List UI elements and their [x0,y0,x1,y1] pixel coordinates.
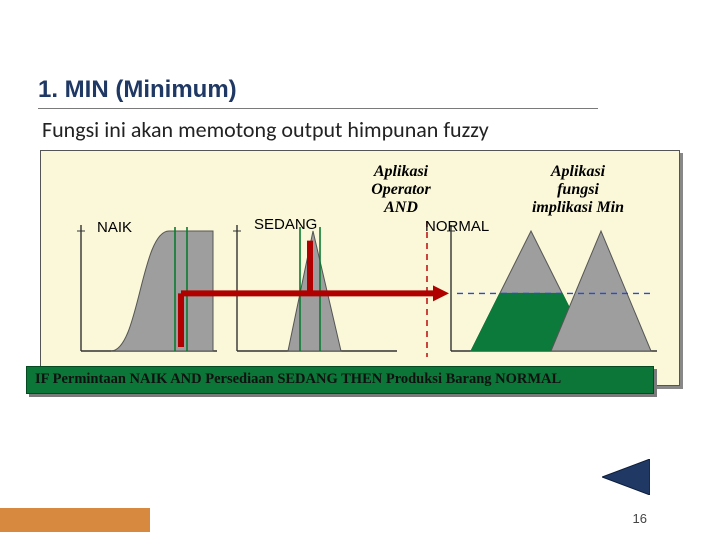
diagram-panel: NAIK SEDANG NORMAL Aplikasi Operator AND… [40,150,680,386]
label-normal: NORMAL [425,218,489,235]
page-number: 16 [633,511,647,526]
label-sedang: SEDANG [254,216,317,233]
box1-l3: AND [384,199,418,216]
label-aplikasi-implikasi-min: Aplikasi fungsi implikasi Min [503,163,653,217]
slide-title: 1. MIN (Minimum) [38,76,237,104]
box2-l3: implikasi Min [532,199,624,216]
box2-l2: fungsi [557,181,599,198]
box1-l1: Aplikasi [374,163,428,180]
box2-l1: Aplikasi [551,163,605,180]
title-underline [38,108,598,109]
box1-l2: Operator [371,181,431,198]
label-aplikasi-operator-and: Aplikasi Operator AND [341,163,461,217]
rule-text: IF Permintaan NAIK AND Persediaan SEDANG… [26,366,654,394]
label-naik: NAIK [97,219,132,236]
slide-subtitle: Fungsi ini akan memotong output himpunan… [42,116,489,143]
back-nav-icon[interactable] [602,459,650,495]
footer-accent-bar [0,508,150,532]
